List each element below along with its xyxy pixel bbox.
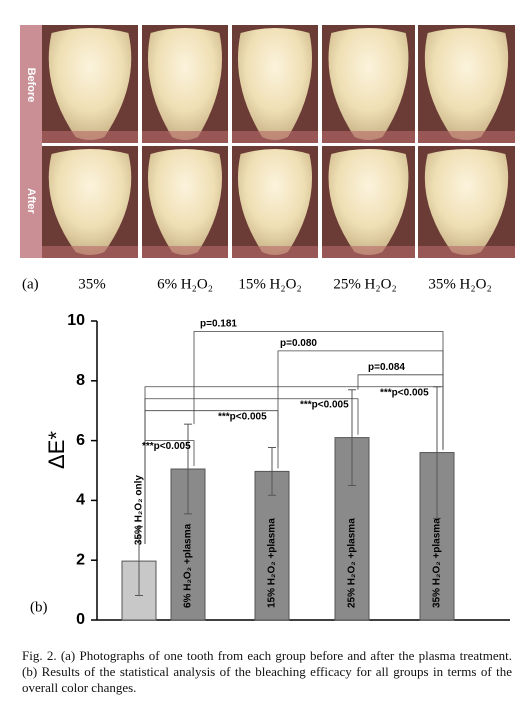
y-tick-label: 8: [76, 372, 85, 389]
category-label: 6% H₂O₂ +plasma: [183, 523, 194, 608]
bracket: [144, 440, 195, 544]
y-tick-label: 4: [76, 492, 85, 509]
gum: [418, 131, 515, 143]
category-label: 35% H₂O₂ only: [134, 475, 145, 545]
tooth: [147, 149, 223, 255]
tooth: [237, 28, 313, 140]
tooth: [48, 149, 132, 255]
row-label: Before: [25, 68, 37, 103]
caption: Fig. 2. (a) Photographs of one tooth fro…: [22, 648, 512, 695]
gum: [232, 131, 318, 143]
gum: [42, 131, 138, 143]
column-label: 25% H₂O₂: [333, 276, 396, 292]
column-label: 6% H₂O₂: [157, 276, 213, 292]
annotation: ***p<0.005: [142, 441, 191, 452]
tooth: [147, 28, 223, 140]
gum: [232, 246, 318, 258]
bar: [254, 470, 290, 621]
y-tick-label: 6: [76, 432, 85, 449]
tooth: [424, 28, 509, 140]
annotation: ***p<0.005: [380, 387, 429, 398]
gum: [322, 131, 415, 143]
tooth: [328, 149, 409, 255]
figure: Before After (a) (b) ΔE* 35% 6% H₂O₂ 15% H…: [20, 25, 515, 628]
y-tick-label: 10: [67, 312, 85, 329]
annotation: ***p<0.005: [218, 411, 267, 422]
y-axis-label: ΔE*: [44, 431, 69, 469]
tooth: [237, 149, 313, 255]
tooth: [328, 28, 409, 140]
gum: [142, 131, 228, 143]
category-label: 15% H₂O₂ +plasma: [267, 518, 278, 608]
annotation: p=0.181: [200, 319, 237, 330]
column-label: 35%: [78, 276, 106, 292]
tooth: [48, 28, 132, 140]
y-tick-label: 2: [76, 551, 85, 568]
bracket: [357, 374, 444, 450]
row-label: After: [25, 188, 37, 214]
tooth: [424, 149, 509, 255]
panel-label: (a): [22, 276, 39, 292]
category-label: 25% H₂O₂ +plasma: [347, 518, 358, 608]
gum: [418, 246, 515, 258]
panel-label: (b): [30, 599, 48, 615]
gum: [322, 246, 415, 258]
category-label: 35% H₂O₂ +plasma: [432, 518, 443, 608]
gum: [142, 246, 228, 258]
column-label: 35% H₂O₂: [428, 276, 491, 292]
annotation: p=0.080: [280, 338, 317, 349]
gum: [42, 246, 138, 258]
y-tick-label: 0: [76, 611, 85, 628]
annotation: ***p<0.005: [300, 399, 349, 410]
row-band: [20, 145, 42, 258]
column-label: 15% H₂O₂: [238, 276, 301, 292]
row-band: [20, 25, 42, 145]
annotation: p=0.084: [368, 362, 405, 373]
